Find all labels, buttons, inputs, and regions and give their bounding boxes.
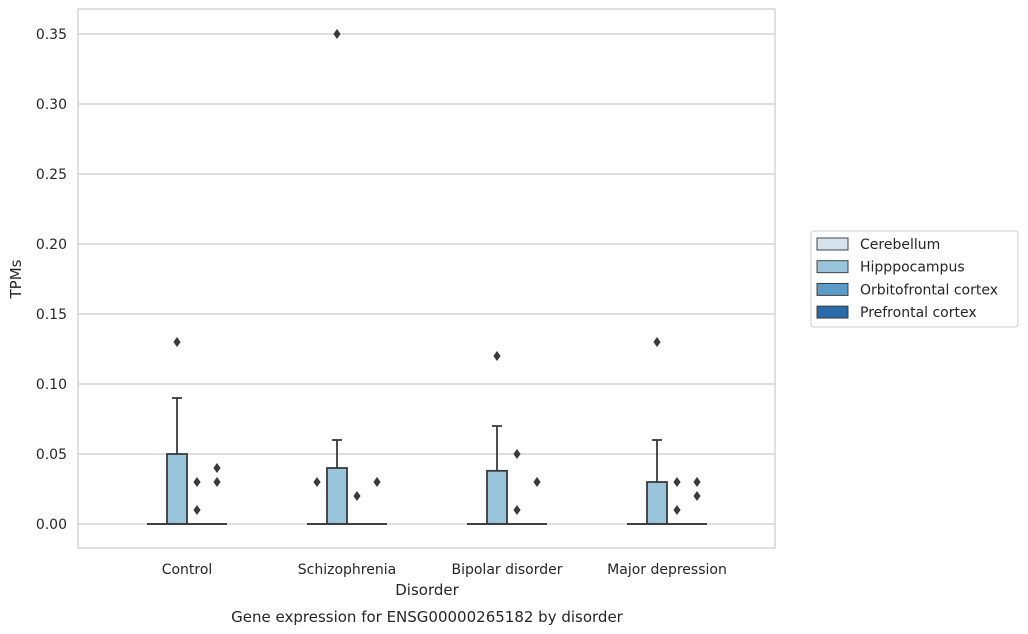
outlier-point — [673, 505, 681, 515]
outlier-point — [313, 477, 321, 487]
plot-frame — [77, 8, 776, 549]
box-plots — [147, 29, 707, 525]
x-tick-labels: Control Schizophrenia Bipolar disorder Majo… — [162, 562, 727, 578]
plot-background — [78, 9, 775, 548]
box-group — [326, 29, 348, 525]
legend: Cerebellum Hipppocampus Orbitofrontal cort… — [810, 230, 1019, 328]
box-group — [507, 449, 527, 525]
outlier-point — [673, 477, 681, 487]
legend-label: Orbitofrontal cortex — [860, 282, 998, 298]
y-tick-label: 0.35 — [36, 27, 67, 43]
y-tick-label: 0.15 — [36, 307, 67, 323]
box-group — [166, 337, 188, 525]
y-tick-label: 0.10 — [36, 377, 67, 393]
outlier-point — [493, 351, 501, 361]
outlier-point — [513, 449, 521, 459]
y-tick-label: 0.25 — [36, 167, 67, 183]
legend-swatch — [816, 237, 849, 251]
y-tick-label: 0.30 — [36, 97, 67, 113]
outlier-point — [533, 477, 541, 487]
legend-label: Hipppocampus — [860, 260, 965, 276]
outlier-point — [693, 477, 701, 487]
outlier-point — [193, 505, 201, 515]
outlier-point — [373, 477, 381, 487]
outlier-point — [213, 463, 221, 473]
x-axis-title: Disorder — [395, 581, 459, 599]
x-tick-label: Control — [162, 562, 213, 578]
box — [486, 469, 508, 525]
y-axis-title: TPMs — [7, 259, 25, 299]
outlier-point — [353, 491, 361, 501]
legend-frame — [810, 230, 1019, 328]
box-group — [646, 337, 668, 525]
x-tick-label: Bipolar disorder — [451, 562, 562, 578]
box — [166, 453, 188, 525]
outlier-point — [173, 337, 181, 347]
chart-caption: Gene expression for ENSG00000265182 by d… — [231, 608, 624, 626]
box-group — [367, 477, 387, 525]
x-tick-label: Schizophrenia — [298, 562, 396, 578]
y-tick-label: 0.20 — [36, 237, 67, 253]
outlier-point — [513, 505, 521, 515]
legend-item: Orbitofrontal cortex — [816, 282, 998, 298]
box-group — [187, 477, 207, 525]
outlier-point — [213, 477, 221, 487]
box — [326, 467, 348, 525]
outlier-point — [333, 29, 341, 39]
box — [646, 481, 668, 525]
legend-swatch — [816, 260, 849, 274]
legend-label: Cerebellum — [860, 237, 940, 253]
y-tick-label: 0.05 — [36, 447, 67, 463]
outlier-point — [693, 491, 701, 501]
outlier-point — [193, 477, 201, 487]
box-group — [687, 477, 707, 525]
outlier-point — [653, 337, 661, 347]
box-group — [347, 491, 367, 525]
legend-item: Cerebellum — [816, 237, 940, 253]
x-tick-label: Major depression — [607, 562, 727, 578]
box-group — [667, 477, 687, 525]
legend-item: Prefrontal cortex — [816, 305, 977, 321]
box-group — [486, 351, 508, 525]
box-group — [207, 463, 227, 525]
legend-label: Prefrontal cortex — [860, 305, 977, 321]
y-tick-label: 0.00 — [36, 517, 67, 533]
legend-item: Hipppocampus — [816, 260, 965, 276]
box-group — [527, 477, 547, 525]
legend-swatch — [816, 305, 849, 319]
y-tick-labels: 0.00 0.05 0.10 0.15 0.20 0.25 0.30 0.35 — [36, 27, 67, 533]
legend-swatch — [816, 282, 849, 296]
